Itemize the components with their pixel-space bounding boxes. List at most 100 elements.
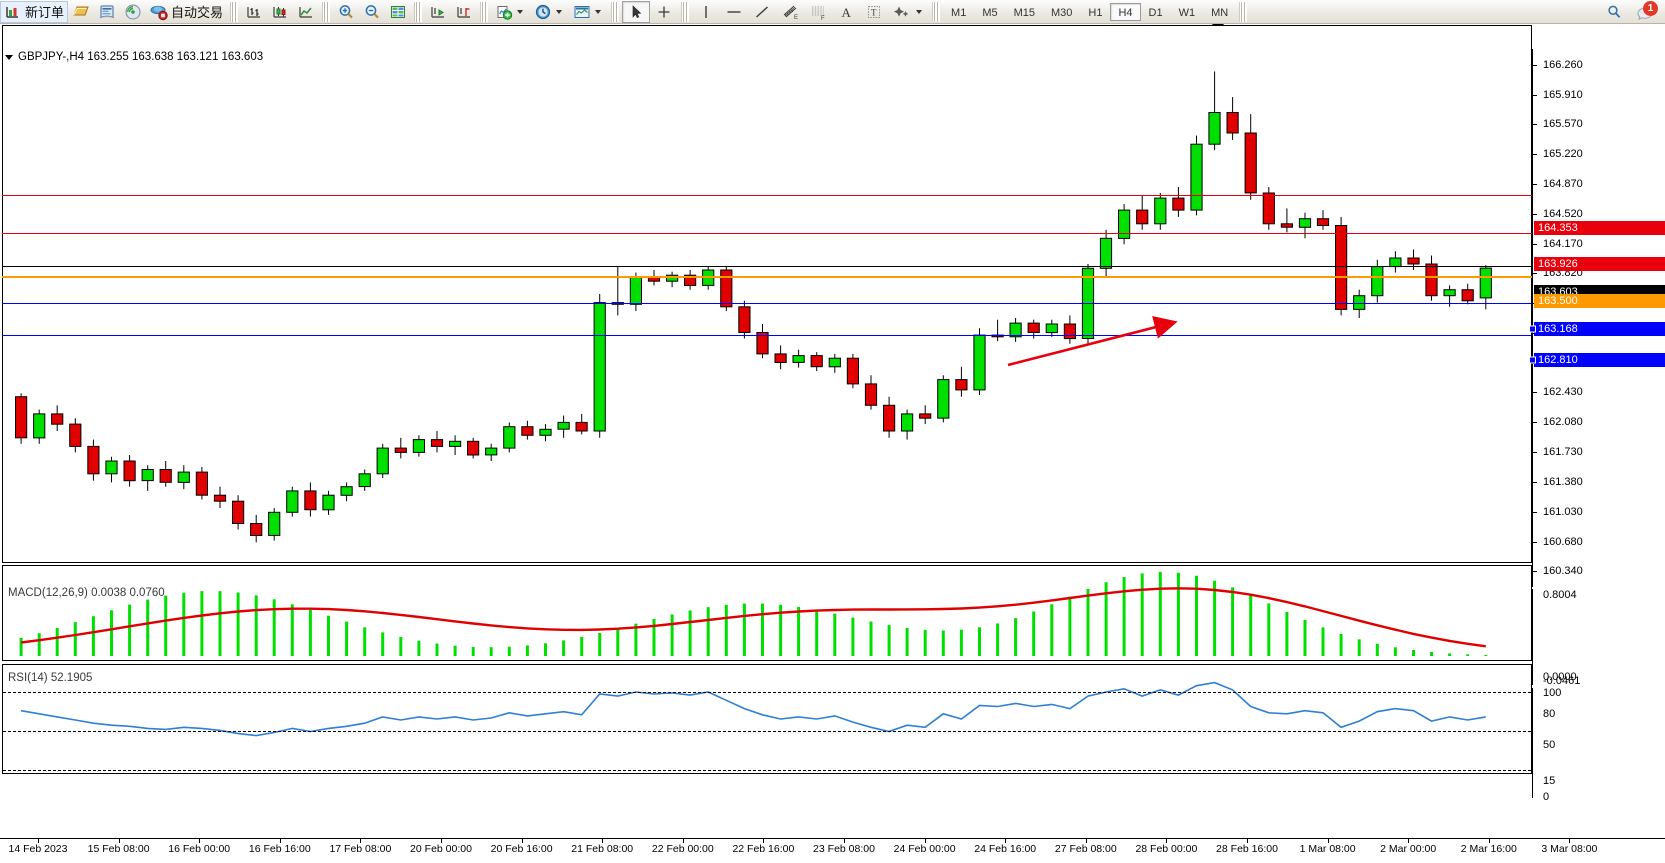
data-folder-button[interactable] [68,1,94,23]
templates-dropdown-caret[interactable] [595,9,602,14]
rsi-level-50 [3,731,1531,732]
horizontal-line-icon [724,3,744,21]
equidistant-channel-button[interactable]: E [776,1,804,23]
time-axis-label: 28 Feb 16:00 [1216,843,1278,855]
auto-scroll-button[interactable] [425,1,451,23]
auto-scroll-icon [429,3,447,21]
periods-dropdown-caret[interactable] [556,9,563,14]
chart-collapse-icon[interactable] [5,54,13,60]
timeframe-w1[interactable]: W1 [1178,6,1196,19]
templates-button[interactable] [569,1,608,23]
rsi-axis-label: 0 [1543,791,1550,803]
text-button[interactable]: A [832,1,860,23]
candlestick-chart-button[interactable] [267,1,293,23]
data-window-button[interactable] [385,1,411,23]
macd-axis-label: 0.8004 [1543,589,1577,601]
price-axis-tick [1533,94,1537,96]
timeframe-h1[interactable]: H1 [1088,6,1103,19]
zoom-in-icon [337,3,355,21]
timeframe-h4[interactable]: H4 [1110,2,1141,21]
price-axis-label: 160.680 [1543,536,1583,549]
resistance-tag-1[interactable]: 164.353 [1534,220,1665,235]
time-axis-label: 15 Feb 08:00 [87,843,150,855]
svg-text:F: F [821,16,825,21]
cursor-button[interactable] [622,0,651,23]
fibonacci-button[interactable]: F [804,1,832,23]
timeframe-d1[interactable]: D1 [1148,6,1163,19]
time-axis-label: 20 Feb 16:00 [490,843,553,855]
time-axis[interactable]: 14 Feb 2023 15 Feb 08:00 16 Feb 00:00 16 Fe… [0,838,1665,863]
indicators-button[interactable] [491,1,530,23]
chart-shift-icon [455,3,473,21]
time-axis-label: 27 Feb 08:00 [1054,843,1117,855]
price-axis-tick [1533,542,1537,544]
time-axis-label: 16 Feb 16:00 [248,843,311,855]
line-chart-button[interactable] [293,1,319,23]
search-icon [1605,3,1623,21]
level-handle[interactable] [1529,325,1536,333]
price-axis-tick [1533,183,1537,185]
new-order-button[interactable]: 新订单 [0,0,69,23]
time-axis-label: 2 Mar 00:00 [1380,843,1437,855]
svg-text:E: E [794,15,798,21]
indicators-dropdown-caret[interactable] [517,9,524,14]
market-watch-button[interactable] [94,1,120,23]
price-axis-tick [1533,153,1537,155]
price-axis-tick [1533,512,1537,514]
text-label-button[interactable]: T [860,1,888,23]
rsi-axis-label: 100 [1543,687,1562,699]
price-axis-label: 164.170 [1543,237,1583,250]
price-axis-label: 162.430 [1543,386,1583,399]
resistance-tag-2[interactable]: 163.926 [1534,257,1665,272]
bar-chart-button[interactable] [241,1,267,23]
level-handle[interactable] [1529,356,1536,364]
market-watch-icon [98,3,116,21]
support-tag-2[interactable]: 162.810 [1529,352,1665,367]
timeframe-m15[interactable]: M15 [1013,6,1035,19]
zoom-out-icon [363,3,381,21]
price-pane[interactable] [2,25,1532,563]
price-axis-label: 162.080 [1543,416,1583,429]
macd-pane[interactable] [2,565,1532,661]
periods-button[interactable] [530,1,569,23]
main-toolbar: 新订单 [0,0,1665,24]
vertical-line-button[interactable] [692,1,720,23]
zoom-in-button[interactable] [333,1,359,23]
timeframe-m1[interactable]: M1 [951,6,967,19]
chart-shift-button[interactable] [451,1,477,23]
objects-button[interactable] [888,1,929,23]
folder-icon [72,3,90,21]
search-button[interactable] [1601,1,1627,23]
timeframe-mn[interactable]: MN [1211,6,1229,19]
price-axis-label: 165.570 [1543,117,1583,130]
cursor-icon [626,3,646,21]
zoom-out-button[interactable] [359,1,385,23]
signals-button[interactable] [120,1,146,23]
rsi-axis-label: 80 [1543,707,1556,720]
macd-axis: 0.8004 0.0000 -0.0461 [1532,589,1665,687]
chart-area[interactable]: GBPJPY-,H4 163.255 163.638 163.121 163.6… [0,24,1665,863]
signals-icon [124,3,142,21]
equidistant-channel-icon: E [780,3,800,21]
auto-trading-button[interactable]: 自动交易 [146,1,227,23]
price-axis-tick [1533,571,1537,573]
time-axis-label: 3 Mar 08:00 [1541,843,1598,855]
bid-tag[interactable]: 163.500 [1534,293,1665,308]
timeframe-m5[interactable]: M5 [982,6,998,19]
time-axis-label: 22 Feb 16:00 [732,843,795,855]
candlestick-icon [271,3,289,21]
time-axis-label: 24 Feb 00:00 [893,843,956,855]
rsi-pane[interactable] [2,664,1532,774]
support-tag-1[interactable]: 163.168 [1529,322,1665,337]
objects-dropdown-caret[interactable] [916,9,923,14]
time-axis-label: 1 Mar 08:00 [1299,843,1356,855]
bar-chart-icon [245,3,263,21]
notifications-button[interactable]: 1 [1631,0,1658,23]
objects-icon [892,3,912,21]
crosshair-button[interactable] [650,1,678,23]
price-axis-label: 164.870 [1543,177,1583,190]
timeframe-m30[interactable]: M30 [1051,6,1073,19]
horizontal-line-button[interactable] [720,1,748,23]
price-axis[interactable]: 166.260 165.910 165.570 165.220 164.870 164.5… [1529,49,1665,587]
trendline-button[interactable] [748,1,776,23]
